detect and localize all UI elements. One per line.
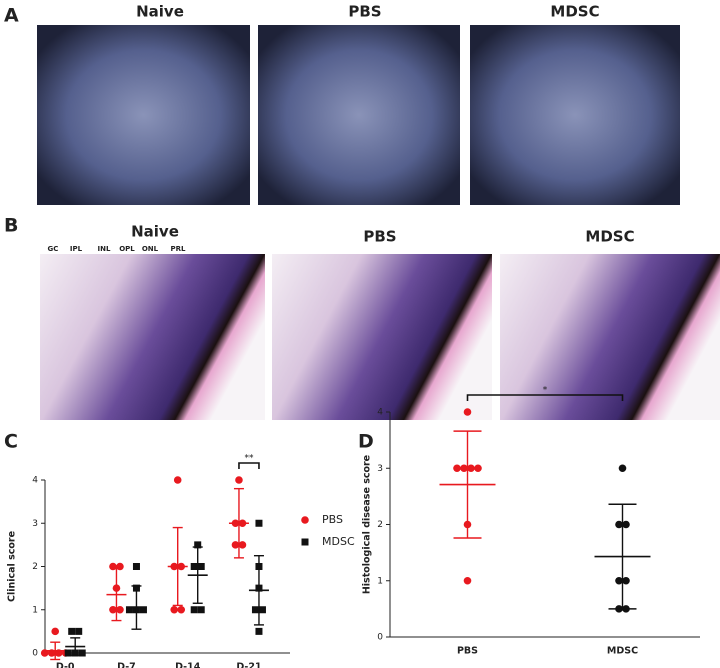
layer-label: IPL — [70, 245, 83, 253]
data-point — [197, 563, 205, 570]
data-point — [238, 541, 247, 549]
data-point — [177, 605, 186, 614]
y-tick-label: 3 — [32, 519, 38, 529]
layer-label: INL — [98, 245, 111, 253]
data-point — [132, 563, 140, 570]
histology-image — [40, 254, 265, 420]
x-tick-label: D-14 — [175, 662, 201, 668]
y-tick-label: 2 — [32, 562, 38, 572]
y-tick-label: 3 — [377, 464, 383, 474]
data-point — [460, 464, 468, 473]
fundus-image — [258, 25, 460, 205]
data-point — [622, 576, 630, 585]
panel-label: D — [358, 431, 374, 453]
data-point — [75, 627, 83, 635]
data-point — [51, 627, 60, 636]
data-point — [622, 520, 630, 529]
fundus-image — [470, 25, 680, 205]
x-tick-label: D-7 — [117, 662, 136, 668]
layer-label: GC — [48, 245, 59, 253]
y-tick-label: 1 — [377, 576, 383, 586]
data-point — [64, 649, 72, 657]
y-axis-title: Histological disease score — [362, 455, 373, 594]
legend-label: PBS — [322, 513, 343, 526]
data-point — [615, 576, 623, 585]
data-point — [618, 464, 627, 473]
y-tick-label: 1 — [32, 605, 38, 615]
data-point — [109, 605, 117, 614]
data-point — [116, 605, 124, 614]
data-point — [235, 476, 243, 484]
data-point — [231, 541, 240, 549]
data-point — [255, 519, 263, 527]
data-point — [463, 408, 472, 416]
significance-label: * — [543, 386, 548, 396]
fundus-image — [37, 25, 250, 205]
histology-image — [272, 254, 492, 420]
image-title: MDSC — [550, 3, 599, 21]
data-point — [190, 563, 198, 570]
panel-label: A — [4, 5, 19, 27]
y-tick-label: 0 — [377, 633, 383, 643]
legend-label: MDSC — [322, 535, 355, 548]
image-title: Naive — [131, 223, 179, 241]
image-title: PBS — [363, 228, 396, 246]
legend-marker — [301, 516, 309, 524]
image-title: MDSC — [585, 228, 634, 246]
y-tick-label: 2 — [377, 520, 383, 530]
y-tick-label: 4 — [32, 476, 38, 486]
data-point — [467, 464, 475, 473]
data-point — [615, 520, 623, 529]
x-tick-label: PBS — [457, 646, 478, 657]
legend-marker — [301, 538, 309, 546]
image-title: Naive — [136, 3, 184, 21]
layer-label: OPL — [119, 245, 135, 253]
y-axis-title: Clinical score — [7, 531, 18, 602]
data-point — [197, 606, 205, 614]
x-tick-label: D-0 — [56, 662, 75, 668]
x-tick-label: MDSC — [607, 646, 638, 657]
histology-image — [500, 254, 720, 420]
data-point — [251, 606, 259, 614]
image-title: PBS — [348, 3, 381, 21]
y-tick-label: 0 — [32, 649, 38, 659]
significance-label: ** — [244, 454, 254, 464]
data-point — [474, 464, 482, 473]
data-point — [255, 627, 263, 635]
significance-bracket — [238, 462, 260, 469]
data-point — [78, 649, 86, 657]
y-tick-label: 4 — [377, 408, 383, 418]
x-tick-label: D-21 — [236, 662, 261, 668]
data-point — [173, 476, 182, 484]
layer-label: PRL — [171, 245, 187, 253]
data-point — [190, 606, 198, 614]
panel-label: C — [4, 431, 18, 453]
data-point — [170, 605, 179, 614]
data-point — [194, 541, 202, 549]
data-point — [258, 606, 266, 614]
significance-bracket — [466, 394, 624, 401]
panel-label: B — [4, 215, 18, 237]
data-point — [125, 606, 133, 614]
layer-label: ONL — [142, 245, 159, 253]
data-point — [453, 464, 461, 473]
data-point — [68, 627, 76, 635]
data-point — [139, 606, 147, 614]
data-point — [463, 576, 472, 585]
